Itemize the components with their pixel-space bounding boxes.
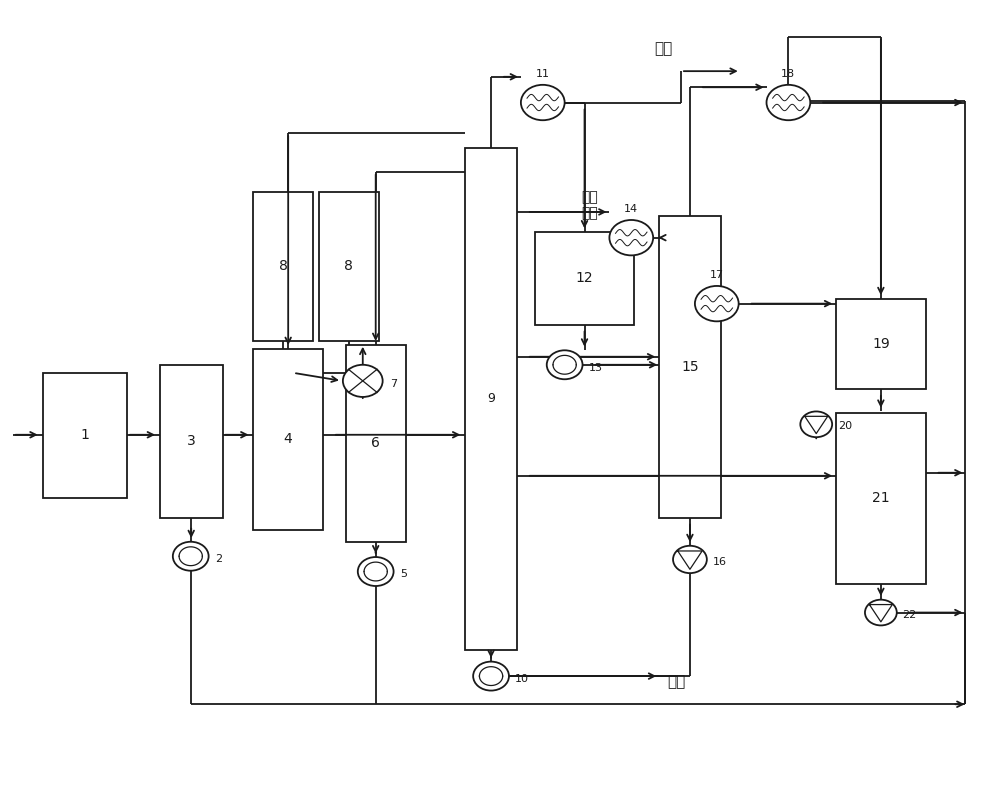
Text: 8: 8 — [344, 259, 353, 273]
Text: 17: 17 — [710, 270, 724, 280]
Text: 22: 22 — [902, 610, 917, 620]
Circle shape — [343, 364, 383, 397]
Circle shape — [673, 546, 707, 573]
Text: 5: 5 — [400, 569, 407, 579]
Bar — [319, 192, 379, 341]
Bar — [659, 216, 721, 518]
Text: 12: 12 — [576, 271, 593, 285]
Text: 15: 15 — [681, 360, 699, 373]
Circle shape — [800, 411, 832, 437]
Circle shape — [695, 286, 739, 322]
Text: 含硬
污水: 含硬 污水 — [581, 190, 598, 220]
Text: 13: 13 — [589, 363, 603, 373]
Text: 16: 16 — [713, 557, 727, 567]
Circle shape — [173, 542, 209, 571]
Circle shape — [547, 350, 583, 379]
Text: 8: 8 — [279, 259, 288, 273]
Text: 10: 10 — [515, 674, 529, 684]
Bar — [535, 232, 634, 325]
Text: 21: 21 — [872, 492, 890, 505]
Text: 18: 18 — [781, 69, 795, 79]
Text: 4: 4 — [284, 433, 293, 446]
Text: 7: 7 — [390, 379, 397, 390]
Bar — [346, 345, 406, 542]
Text: 1: 1 — [80, 428, 89, 442]
Bar — [253, 348, 323, 530]
Circle shape — [473, 662, 509, 691]
Circle shape — [609, 220, 653, 255]
Bar — [253, 192, 313, 341]
Circle shape — [521, 85, 565, 120]
Text: 3: 3 — [187, 434, 196, 448]
Circle shape — [358, 557, 394, 586]
Text: 14: 14 — [624, 204, 638, 214]
Text: 20: 20 — [838, 421, 852, 432]
Text: 11: 11 — [536, 69, 550, 79]
Text: 残液: 残液 — [667, 675, 685, 689]
Bar — [43, 373, 127, 497]
Bar — [465, 147, 517, 650]
Circle shape — [767, 85, 810, 120]
Bar — [836, 299, 926, 389]
Text: 9: 9 — [487, 393, 495, 406]
Text: 19: 19 — [872, 337, 890, 351]
Circle shape — [865, 599, 897, 625]
Bar — [836, 413, 926, 583]
Text: 2: 2 — [215, 554, 222, 564]
Text: 富气: 富气 — [654, 41, 672, 57]
Bar — [160, 364, 223, 518]
Text: 6: 6 — [371, 437, 380, 450]
